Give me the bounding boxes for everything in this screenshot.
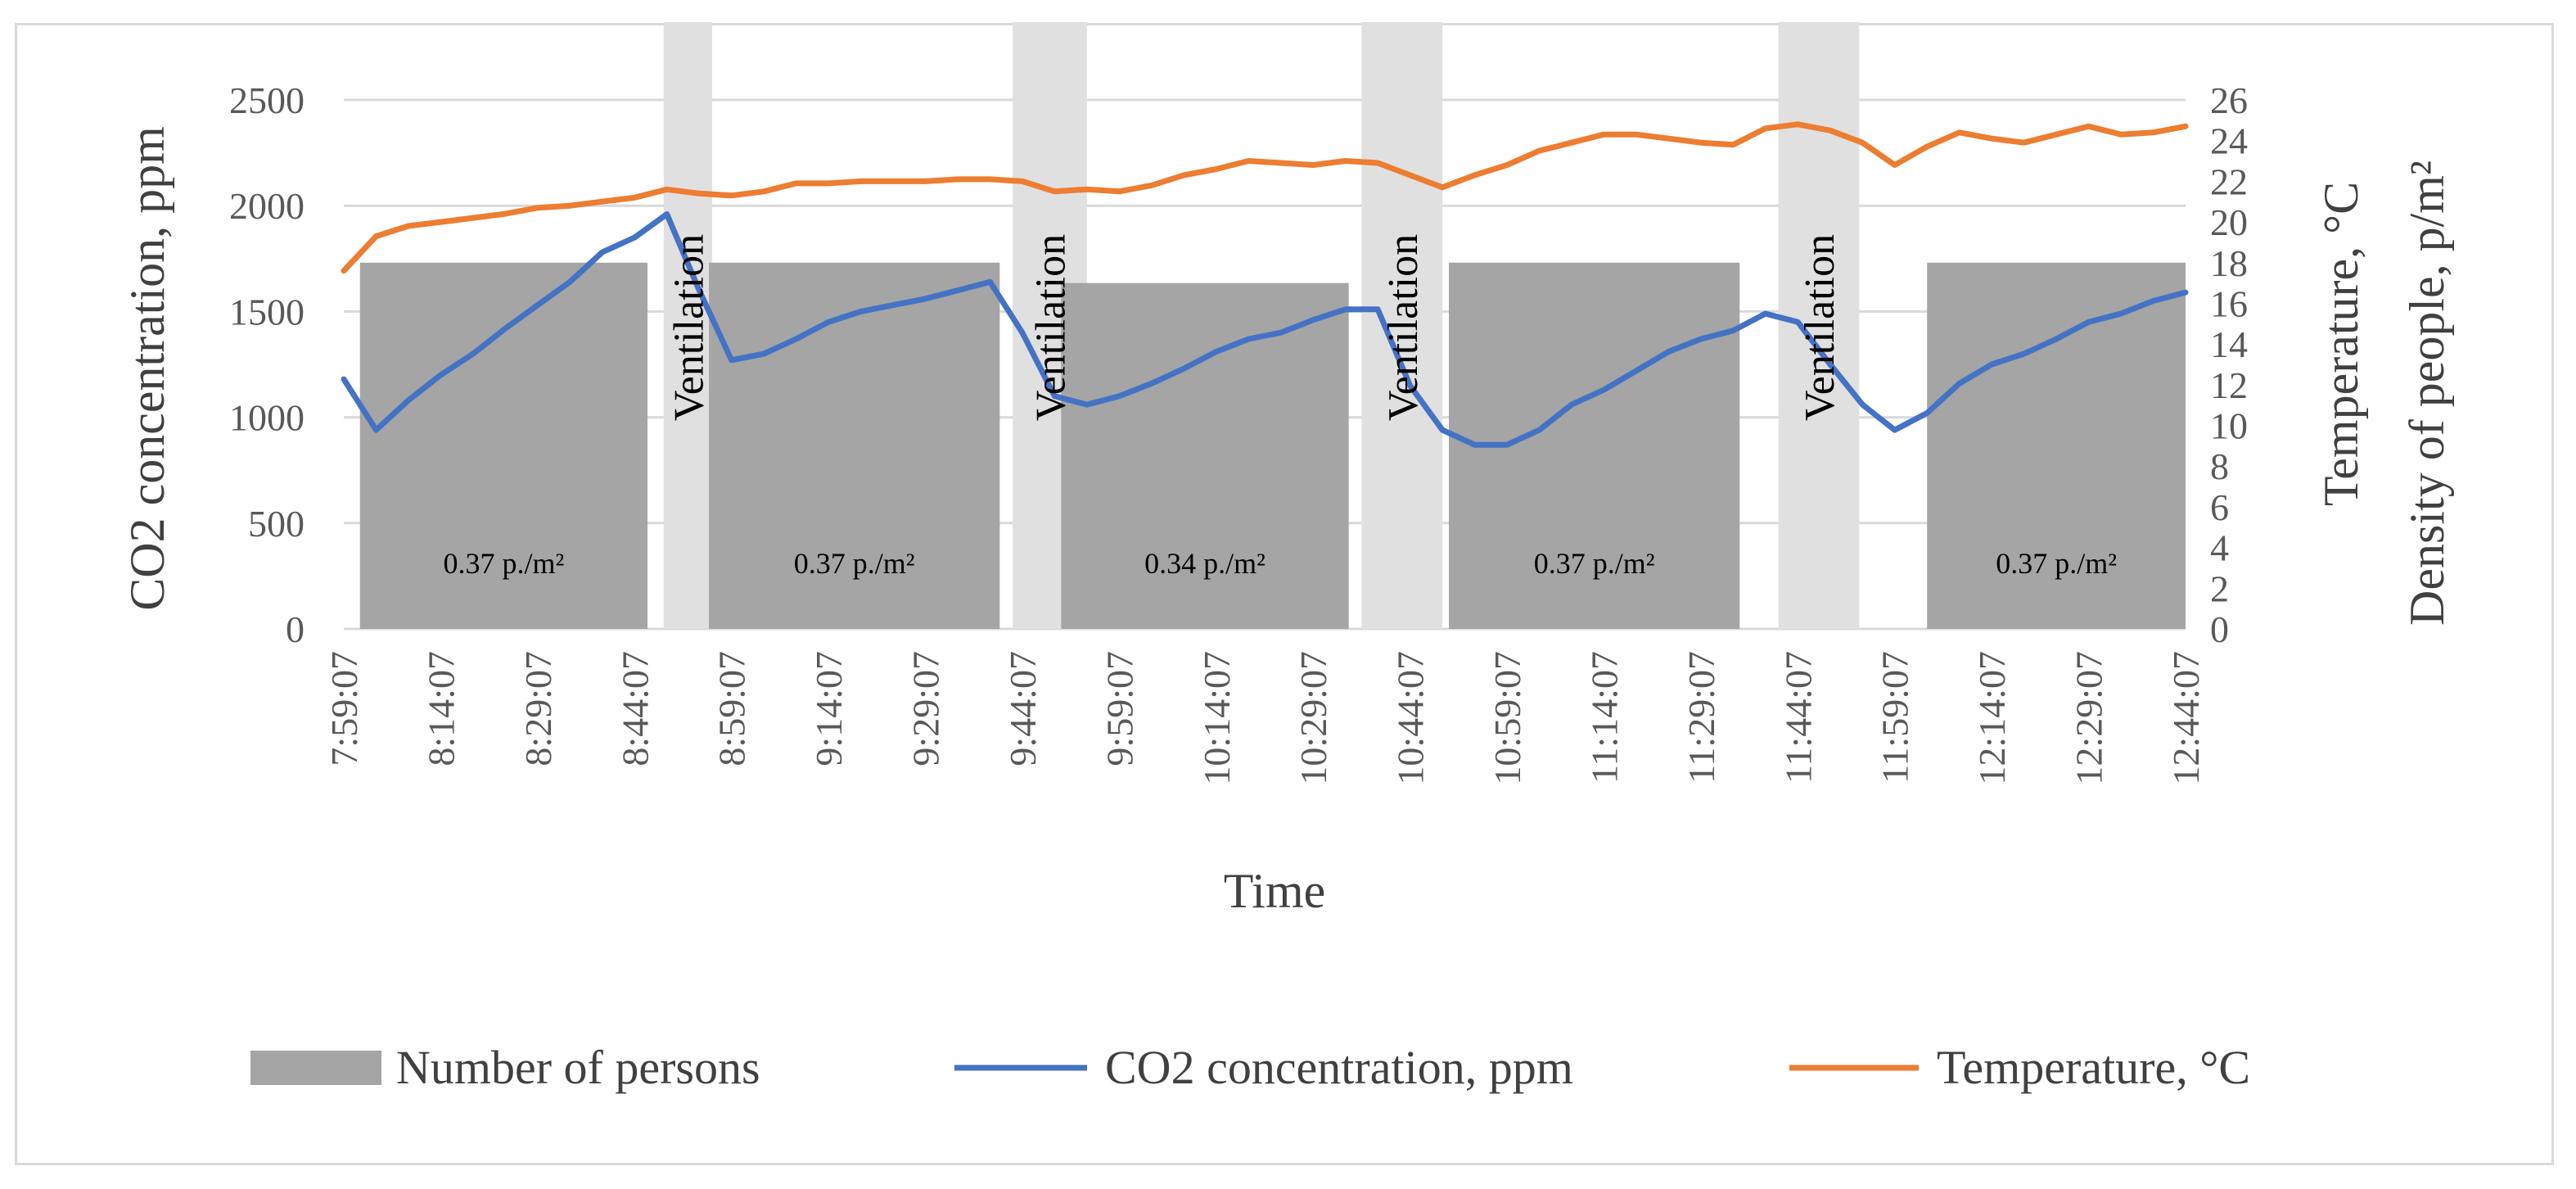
ventilation-label: Ventilation: [1380, 234, 1427, 421]
y-left-tick-label: 2000: [229, 185, 305, 227]
y-right-tick-label: 20: [2210, 201, 2248, 243]
x-axis-ticks: 7:59:07 8:14:07 8:29:07 8:44:07 8:59:07 9:14:…: [323, 651, 2207, 785]
x-tick-label: 12:29:07: [2068, 651, 2110, 785]
x-tick-label: 12:14:07: [1971, 651, 2013, 785]
ventilation-labels: Ventilation Ventilation Ventilation Ventila…: [665, 234, 1843, 421]
y-right-tick-label: 6: [2210, 486, 2229, 528]
legend: Number of persons CO2 concentration, ppm…: [250, 1041, 2250, 1094]
occupancy-bar: [1061, 283, 1349, 629]
occupancy-bar: [1927, 262, 2186, 629]
ventilation-label: Ventilation: [665, 234, 712, 421]
occupancy-density-label: 0.37 p./m²: [1996, 547, 2117, 580]
occupancy-density-label: 0.37 p./m²: [1534, 547, 1655, 580]
series-lines: [341, 121, 2189, 448]
y-left-tick-label: 1000: [229, 397, 305, 439]
y-right-tick-label: 0: [2210, 608, 2229, 650]
ventilation-bands: [663, 22, 1860, 629]
x-axis-title: Time: [1224, 864, 1326, 918]
co2-series-line: [341, 211, 2189, 448]
y-right-tick-label: 24: [2210, 120, 2248, 162]
occupancy-bars: 0.37 p./m² 0.37 p./m² 0.34 p./m² 0.37 p./m²…: [359, 262, 2186, 629]
y-left-tick-label: 1500: [229, 291, 305, 332]
temperature-series-line: [341, 121, 2189, 274]
x-tick-label: 8:59:07: [711, 651, 753, 766]
x-tick-label: 10:14:07: [1196, 651, 1238, 785]
legend-swatch-number-of-persons: [250, 1051, 381, 1085]
legend-label-number-of-persons: Number of persons: [396, 1041, 760, 1094]
y-right-tick-label: 26: [2210, 79, 2248, 121]
y-left-tick-label: 500: [248, 503, 305, 545]
x-tick-label: 11:44:07: [1777, 651, 1819, 784]
y-left-tick-label: 2500: [229, 79, 305, 121]
y-left-tick-label: 0: [286, 608, 305, 650]
x-tick-label: 12:44:07: [2165, 651, 2207, 785]
y-right-tick-label: 4: [2210, 527, 2229, 569]
occupancy-bar: [359, 262, 648, 629]
x-tick-label: 7:59:07: [323, 651, 365, 766]
y-left-axis-title: CO2 concentration, ppm: [120, 126, 174, 611]
y-right-axis-title-density: Density of people, p/m²: [2400, 160, 2454, 626]
ventilation-band: [1361, 22, 1443, 629]
x-tick-label: 10:59:07: [1487, 651, 1528, 785]
x-tick-label: 10:29:07: [1293, 651, 1334, 785]
y-right-tick-label: 8: [2210, 445, 2229, 487]
x-tick-label: 8:14:07: [420, 651, 462, 766]
ventilation-band: [663, 22, 712, 629]
x-tick-label: 11:59:07: [1874, 651, 1916, 784]
x-tick-label: 11:14:07: [1583, 651, 1625, 784]
y-right-tick-label: 2: [2210, 567, 2229, 609]
x-tick-label: 9:44:07: [1002, 651, 1044, 766]
ventilation-label: Ventilation: [1028, 234, 1075, 421]
x-tick-label: 8:29:07: [517, 651, 559, 766]
x-tick-label: 11:29:07: [1680, 651, 1722, 784]
occupancy-density-label: 0.34 p./m²: [1144, 547, 1265, 580]
x-tick-label: 8:44:07: [614, 651, 656, 766]
y-right-tick-label: 14: [2210, 323, 2248, 365]
y-right-tick-label: 18: [2210, 242, 2248, 284]
y-right-axis-title-temperature: Temperature, °C: [2314, 182, 2368, 506]
left-axis-ticks: 0 500 1000 1500 2000 2500: [229, 79, 305, 650]
gridlines: [344, 98, 2186, 631]
y-right-tick-label: 12: [2210, 364, 2248, 406]
x-tick-label: 9:29:07: [905, 651, 947, 766]
y-right-tick-label: 22: [2210, 160, 2248, 202]
legend-label-temperature: Temperature, °C: [1937, 1041, 2250, 1094]
occupancy-density-label: 0.37 p./m²: [443, 547, 564, 580]
y-right-tick-label: 16: [2210, 283, 2248, 324]
y-right-tick-label: 10: [2210, 405, 2248, 447]
ventilation-label: Ventilation: [1797, 234, 1843, 421]
x-tick-label: 9:14:07: [808, 651, 850, 766]
x-tick-label: 9:59:07: [1099, 651, 1140, 766]
x-tick-label: 10:44:07: [1390, 651, 1432, 785]
occupancy-bar: [709, 262, 1000, 629]
legend-label-co2: CO2 concentration, ppm: [1105, 1041, 1573, 1094]
occupancy-density-label: 0.37 p./m²: [794, 547, 915, 580]
